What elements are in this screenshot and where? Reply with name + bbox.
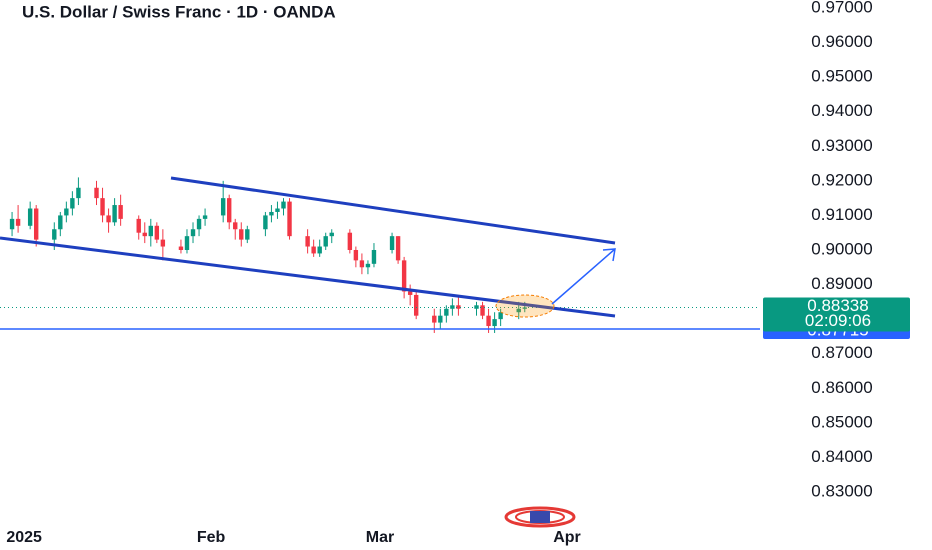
chart-title: U.S. Dollar / Swiss Franc · 1D · OANDA (22, 2, 336, 21)
countdown-label: 02:09:06 (805, 311, 871, 330)
projection-arrow (551, 248, 616, 305)
candle-body (33, 208, 39, 240)
candle-body (317, 246, 322, 254)
y-tick-label: 0.93000 (811, 136, 872, 155)
y-tick-label: 0.95000 (811, 67, 872, 86)
y-tick-label: 0.84000 (811, 447, 872, 466)
candle-body (305, 236, 310, 247)
candle-body (76, 187, 81, 199)
y-tick-label: 0.86000 (811, 378, 872, 397)
candle-body (371, 249, 377, 264)
candle-body (184, 236, 190, 250)
candle-body (456, 305, 461, 309)
candle-body (323, 236, 328, 247)
y-tick-label: 0.97000 (811, 0, 872, 16)
channel-top (170, 176, 616, 245)
candle-body (522, 307, 527, 309)
y-tick-label: 0.90000 (811, 239, 872, 258)
candle-body (9, 218, 15, 230)
y-tick-label: 0.96000 (811, 32, 872, 51)
candle-body (142, 232, 147, 237)
candle-body (245, 229, 250, 240)
y-tick-label: 0.85000 (811, 412, 872, 431)
candle-body (389, 236, 395, 250)
candle-body (444, 308, 449, 316)
candle-body (27, 208, 33, 226)
candle-body (516, 308, 521, 313)
candle-body (359, 260, 365, 268)
candle-body (227, 198, 232, 223)
candle-body (239, 229, 244, 240)
y-tick-label: 0.89000 (811, 274, 872, 293)
candle-body (498, 312, 503, 320)
candle-body (413, 294, 419, 316)
highlight-ellipse (495, 294, 555, 318)
candle-body (233, 222, 238, 230)
y-tick-label: 0.83000 (811, 481, 872, 500)
candle-body (395, 236, 401, 261)
candle-body (492, 319, 497, 327)
candle-body (438, 315, 443, 323)
x-tick-label: 2025 (6, 529, 42, 546)
candle-body (160, 239, 166, 247)
candle-body (347, 232, 353, 250)
candle-body (401, 260, 407, 292)
y-tick-label: 0.92000 (811, 170, 872, 189)
candle-body (136, 218, 141, 233)
candle-body (190, 229, 196, 237)
x-tick-label: Feb (197, 529, 226, 546)
candle-body (269, 211, 274, 216)
candle-body (220, 198, 226, 216)
candle-body (94, 187, 99, 199)
candle-body (15, 218, 21, 226)
candle-body (148, 225, 153, 237)
candle-body (432, 315, 437, 323)
candle-body (486, 315, 491, 327)
candle-body (58, 215, 63, 230)
plot-area (0, 7, 764, 523)
candle-body (112, 205, 117, 223)
y-tick-label: 0.94000 (811, 101, 872, 120)
x-tick-label: Mar (366, 529, 394, 546)
last-price-label: 0.88338 (807, 296, 868, 315)
y-tick-label: 0.91000 (811, 205, 872, 224)
candle-body (407, 291, 413, 295)
candle-body (52, 229, 57, 240)
candle-body (64, 208, 69, 216)
candle-body (353, 249, 359, 261)
x-tick-label: Apr (553, 529, 581, 546)
candle-body (287, 201, 292, 237)
candle-body (480, 305, 485, 316)
candle-body (196, 218, 202, 230)
y-tick-label: 0.87000 (811, 343, 872, 362)
candle-body (275, 208, 280, 212)
candle-body (70, 198, 75, 209)
candle-body (263, 215, 268, 230)
candle-body (281, 201, 286, 209)
candle-body (154, 225, 160, 240)
event-icon (504, 506, 576, 528)
candle-body (365, 263, 371, 268)
candle-body (100, 198, 105, 216)
candle-body (311, 246, 316, 254)
candle-body (329, 232, 334, 237)
candle-body (106, 215, 111, 223)
last-price-box (763, 297, 910, 332)
candle-body (118, 205, 123, 219)
candle-body (202, 215, 208, 219)
candle-body (178, 246, 184, 250)
channel-bottom (0, 236, 616, 318)
